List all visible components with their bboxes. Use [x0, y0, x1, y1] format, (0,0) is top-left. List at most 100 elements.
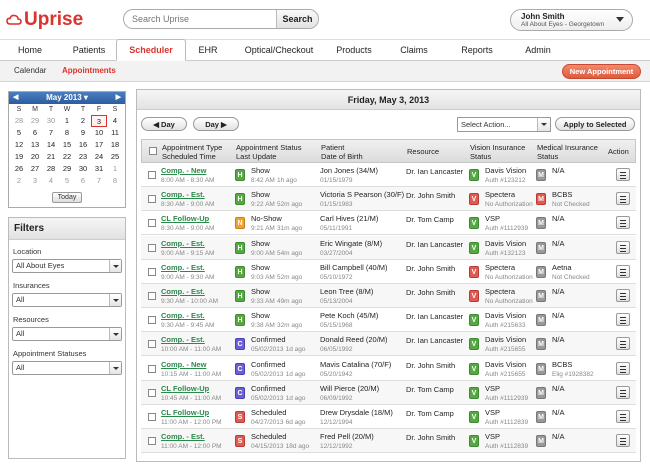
calendar-day[interactable]: 30	[78, 164, 88, 173]
row-checkbox[interactable]	[148, 437, 156, 446]
calendar-day[interactable]: 16	[78, 140, 88, 149]
col-type[interactable]: Appointment Type Scheduled Time	[162, 143, 222, 161]
appointment-type-link[interactable]: CL Follow-Up	[161, 383, 210, 393]
row-menu-button[interactable]	[616, 385, 630, 399]
nav-patients[interactable]: Patients	[72, 45, 106, 55]
calendar-day[interactable]: 1	[64, 116, 70, 125]
appointment-type-link[interactable]: Comp. - Est.	[161, 311, 205, 321]
calendar-day[interactable]: 31	[94, 164, 104, 173]
patient-name[interactable]: Will Pierce (20/M)	[320, 383, 380, 393]
row-checkbox[interactable]	[148, 413, 156, 421]
user-menu[interactable]: John Smith All About Eyes - Georgetown	[510, 9, 633, 31]
appointment-type-link[interactable]: Comp. - Est.	[161, 238, 205, 248]
appointment-type-link[interactable]: Comp. - Est.	[161, 262, 205, 272]
patient-name[interactable]: Drew Drysdale (18/M)	[320, 408, 393, 417]
row-checkbox[interactable]	[148, 388, 156, 397]
row-menu-button[interactable]	[616, 410, 630, 423]
calendar-day[interactable]: 13	[30, 140, 40, 149]
nav-reports[interactable]: Reports	[461, 45, 493, 55]
patient-name[interactable]: Fred Pell (20/M)	[320, 432, 374, 442]
calendar-day[interactable]: 11	[111, 128, 119, 137]
subnav-appointments[interactable]: Appointments	[62, 66, 116, 75]
patient-name[interactable]: Leon Tree (8/M)	[320, 287, 374, 296]
calendar-day[interactable]: 26	[14, 164, 24, 173]
calendar-day[interactable]: 5	[64, 176, 70, 185]
select-all-checkbox[interactable]	[149, 147, 157, 155]
patient-name[interactable]: Bill Campbell (40/M)	[320, 262, 388, 272]
today-button[interactable]: Today	[52, 192, 82, 203]
patient-name[interactable]: Donald Reed (20/M)	[320, 335, 388, 345]
calendar-day[interactable]: 2	[16, 176, 22, 185]
nav-ehr[interactable]: EHR	[198, 45, 218, 55]
statuses-select[interactable]: All	[12, 361, 122, 375]
patient-name[interactable]: Carl Hives (21/M)	[320, 214, 379, 224]
row-checkbox[interactable]	[148, 267, 156, 276]
appointment-type-link[interactable]: Comp. - New	[161, 166, 207, 175]
next-day-button[interactable]: Day ▶	[193, 117, 239, 131]
prev-day-button[interactable]: ◀ Day	[141, 117, 187, 131]
app-logo[interactable]: Uprise	[6, 8, 83, 32]
row-menu-button[interactable]	[616, 337, 630, 351]
calendar-day[interactable]: 18	[110, 140, 120, 149]
row-menu-button[interactable]	[616, 361, 630, 375]
row-checkbox[interactable]	[148, 171, 156, 179]
col-resource[interactable]: Resource	[407, 147, 440, 156]
nav-products[interactable]: Products	[336, 45, 372, 55]
row-menu-button[interactable]	[616, 313, 630, 327]
calendar-day[interactable]: 8	[112, 176, 118, 185]
calendar-day[interactable]: 23	[78, 152, 88, 161]
col-status[interactable]: Appointment Status Last Update	[236, 143, 301, 161]
calendar-day[interactable]: 22	[62, 152, 72, 161]
calendar-day[interactable]: 29	[30, 116, 40, 125]
calendar-day[interactable]: 2	[80, 116, 86, 125]
calendar-day[interactable]: 7	[48, 128, 54, 137]
calendar-day[interactable]: 12	[14, 140, 24, 149]
new-appointment-button[interactable]: New Appointment	[562, 64, 641, 79]
calendar-day[interactable]: 14	[46, 140, 56, 149]
row-menu-button[interactable]	[616, 168, 630, 181]
calendar-day[interactable]: 5	[16, 128, 22, 137]
prev-month-icon[interactable]: ◀	[13, 94, 19, 101]
appointment-type-link[interactable]: Comp. - Est.	[161, 335, 205, 345]
row-menu-button[interactable]	[616, 240, 630, 254]
calendar-day[interactable]: 6	[80, 176, 86, 185]
nav-home[interactable]: Home	[17, 45, 42, 55]
patient-name[interactable]: Mavis Catalina (70/F)	[320, 359, 392, 369]
row-checkbox[interactable]	[148, 219, 156, 228]
nav-admin[interactable]: Admin	[525, 45, 551, 55]
calendar-day[interactable]: 15	[62, 140, 72, 149]
appointment-type-link[interactable]: CL Follow-Up	[161, 408, 210, 417]
next-month-icon[interactable]: ▶	[115, 94, 121, 101]
calendar-title[interactable]: May 2013	[46, 93, 82, 102]
search-button[interactable]: Search	[276, 10, 318, 28]
calendar-day[interactable]: 28	[46, 164, 56, 173]
insurances-select[interactable]: All	[12, 293, 122, 307]
subnav-calendar[interactable]: Calendar	[14, 66, 47, 75]
calendar-day[interactable]: 10	[94, 128, 104, 137]
calendar-day[interactable]: 28	[14, 116, 24, 125]
row-menu-button[interactable]	[616, 434, 630, 448]
row-menu-button[interactable]	[616, 192, 630, 206]
row-checkbox[interactable]	[148, 195, 156, 204]
patient-name[interactable]: Pete Koch (45/M)	[320, 311, 379, 321]
calendar-day[interactable]: 7	[96, 176, 102, 185]
col-patient[interactable]: Patient Date of Birth	[321, 143, 363, 161]
nav-scheduler[interactable]: Scheduler	[116, 39, 186, 61]
calendar-day[interactable]: 9	[80, 128, 86, 137]
resources-select[interactable]: All	[12, 327, 122, 341]
calendar-day[interactable]: 1	[112, 164, 118, 173]
calendar-day[interactable]: 30	[46, 116, 56, 125]
row-checkbox[interactable]	[148, 243, 156, 252]
calendar-day[interactable]: 3	[32, 176, 38, 185]
patient-name[interactable]: Victoria S Pearson (30/F)	[320, 190, 405, 200]
row-menu-button[interactable]	[616, 289, 630, 302]
calendar-day[interactable]: 27	[30, 164, 40, 173]
calendar-day[interactable]: 29	[62, 164, 72, 173]
calendar-day[interactable]: 19	[14, 152, 24, 161]
patient-name[interactable]: Jon Jones (34/M)	[320, 166, 378, 175]
calendar-day[interactable]: 21	[46, 152, 56, 161]
nav-optical-checkout[interactable]: Optical/Checkout	[244, 45, 314, 55]
col-medical[interactable]: Medical Insurance Status	[537, 143, 598, 161]
calendar-day[interactable]: 4	[48, 176, 54, 185]
appointment-type-link[interactable]: Comp. - Est.	[161, 190, 205, 200]
